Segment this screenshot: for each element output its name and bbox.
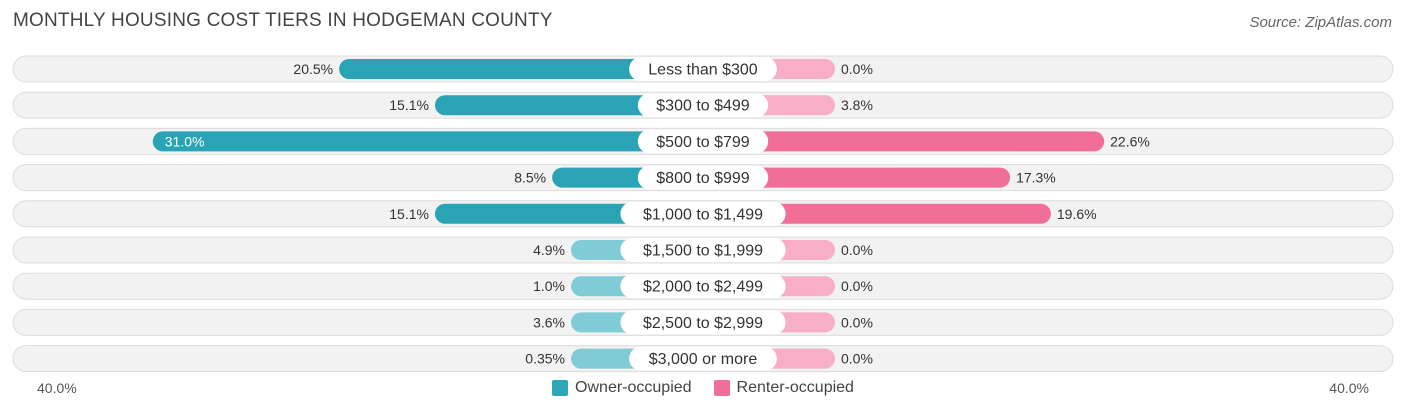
category-label: $2,000 to $2,499	[643, 279, 763, 296]
category-label-background	[620, 201, 786, 226]
category-label: $300 to $499	[656, 98, 750, 115]
owner-value-label: 8.5%	[514, 170, 546, 186]
renter-value-label: 22.6%	[1110, 133, 1150, 149]
category-label: $1,500 to $1,999	[643, 243, 763, 260]
category-label: $1,000 to $1,499	[643, 206, 763, 223]
renter-bar	[703, 167, 1011, 188]
owner-value-label: 1.0%	[533, 278, 565, 294]
category-label: $3,000 or more	[649, 351, 758, 368]
legend-item-renter[interactable]: Renter-occupied	[713, 379, 854, 397]
axis-right-label: 40.0%	[1329, 380, 1369, 396]
legend-label-renter: Renter-occupied	[736, 379, 854, 396]
chart-title: MONTHLY HOUSING COST TIERS IN HODGEMAN C…	[13, 10, 553, 31]
category-label-background	[637, 165, 769, 190]
owner-value-label: 15.1%	[389, 206, 429, 222]
source-label: Source: ZipAtlas.com	[1249, 14, 1392, 31]
legend: Owner-occupied Renter-occupied	[0, 379, 1406, 397]
renter-value-label: 0.0%	[841, 314, 873, 330]
category-label: $2,500 to $2,999	[643, 315, 763, 332]
renter-bar	[703, 131, 1105, 152]
category-label: Less than $300	[648, 62, 758, 79]
category-label-background	[620, 238, 786, 262]
owner-value-label: 4.9%	[533, 242, 565, 258]
renter-value-label: 0.0%	[841, 351, 873, 367]
renter-value-label: 0.0%	[841, 61, 873, 77]
category-label-background	[637, 93, 769, 118]
category-label: $500 to $799	[656, 134, 750, 151]
renter-value-label: 19.6%	[1057, 206, 1097, 222]
category-label: $800 to $999	[656, 170, 750, 187]
category-label-background	[620, 274, 786, 299]
owner-value-label: 15.1%	[389, 97, 429, 113]
category-label-background	[629, 346, 777, 371]
owner-bar	[152, 131, 703, 152]
legend-item-owner[interactable]: Owner-occupied	[552, 379, 692, 397]
owner-value-label: 0.35%	[525, 351, 565, 367]
renter-value-label: 0.0%	[841, 278, 873, 294]
legend-swatch-owner	[552, 380, 569, 396]
renter-value-label: 0.0%	[841, 242, 873, 258]
category-label-background	[637, 129, 769, 154]
owner-value-label: 3.6%	[533, 314, 565, 330]
owner-bar	[434, 95, 703, 116]
owner-value-label: 20.5%	[293, 61, 333, 77]
category-label-background	[629, 57, 777, 81]
renter-value-label: 3.8%	[841, 97, 873, 113]
legend-label-owner: Owner-occupied	[575, 379, 692, 396]
axis-left-label: 40.0%	[37, 380, 77, 396]
owner-bar	[339, 59, 703, 79]
renter-value-label: 17.3%	[1016, 170, 1056, 186]
owner-value-label: 31.0%	[165, 133, 205, 149]
category-label-background	[620, 310, 786, 335]
legend-swatch-renter	[713, 380, 730, 396]
renter-bar	[703, 203, 1051, 224]
